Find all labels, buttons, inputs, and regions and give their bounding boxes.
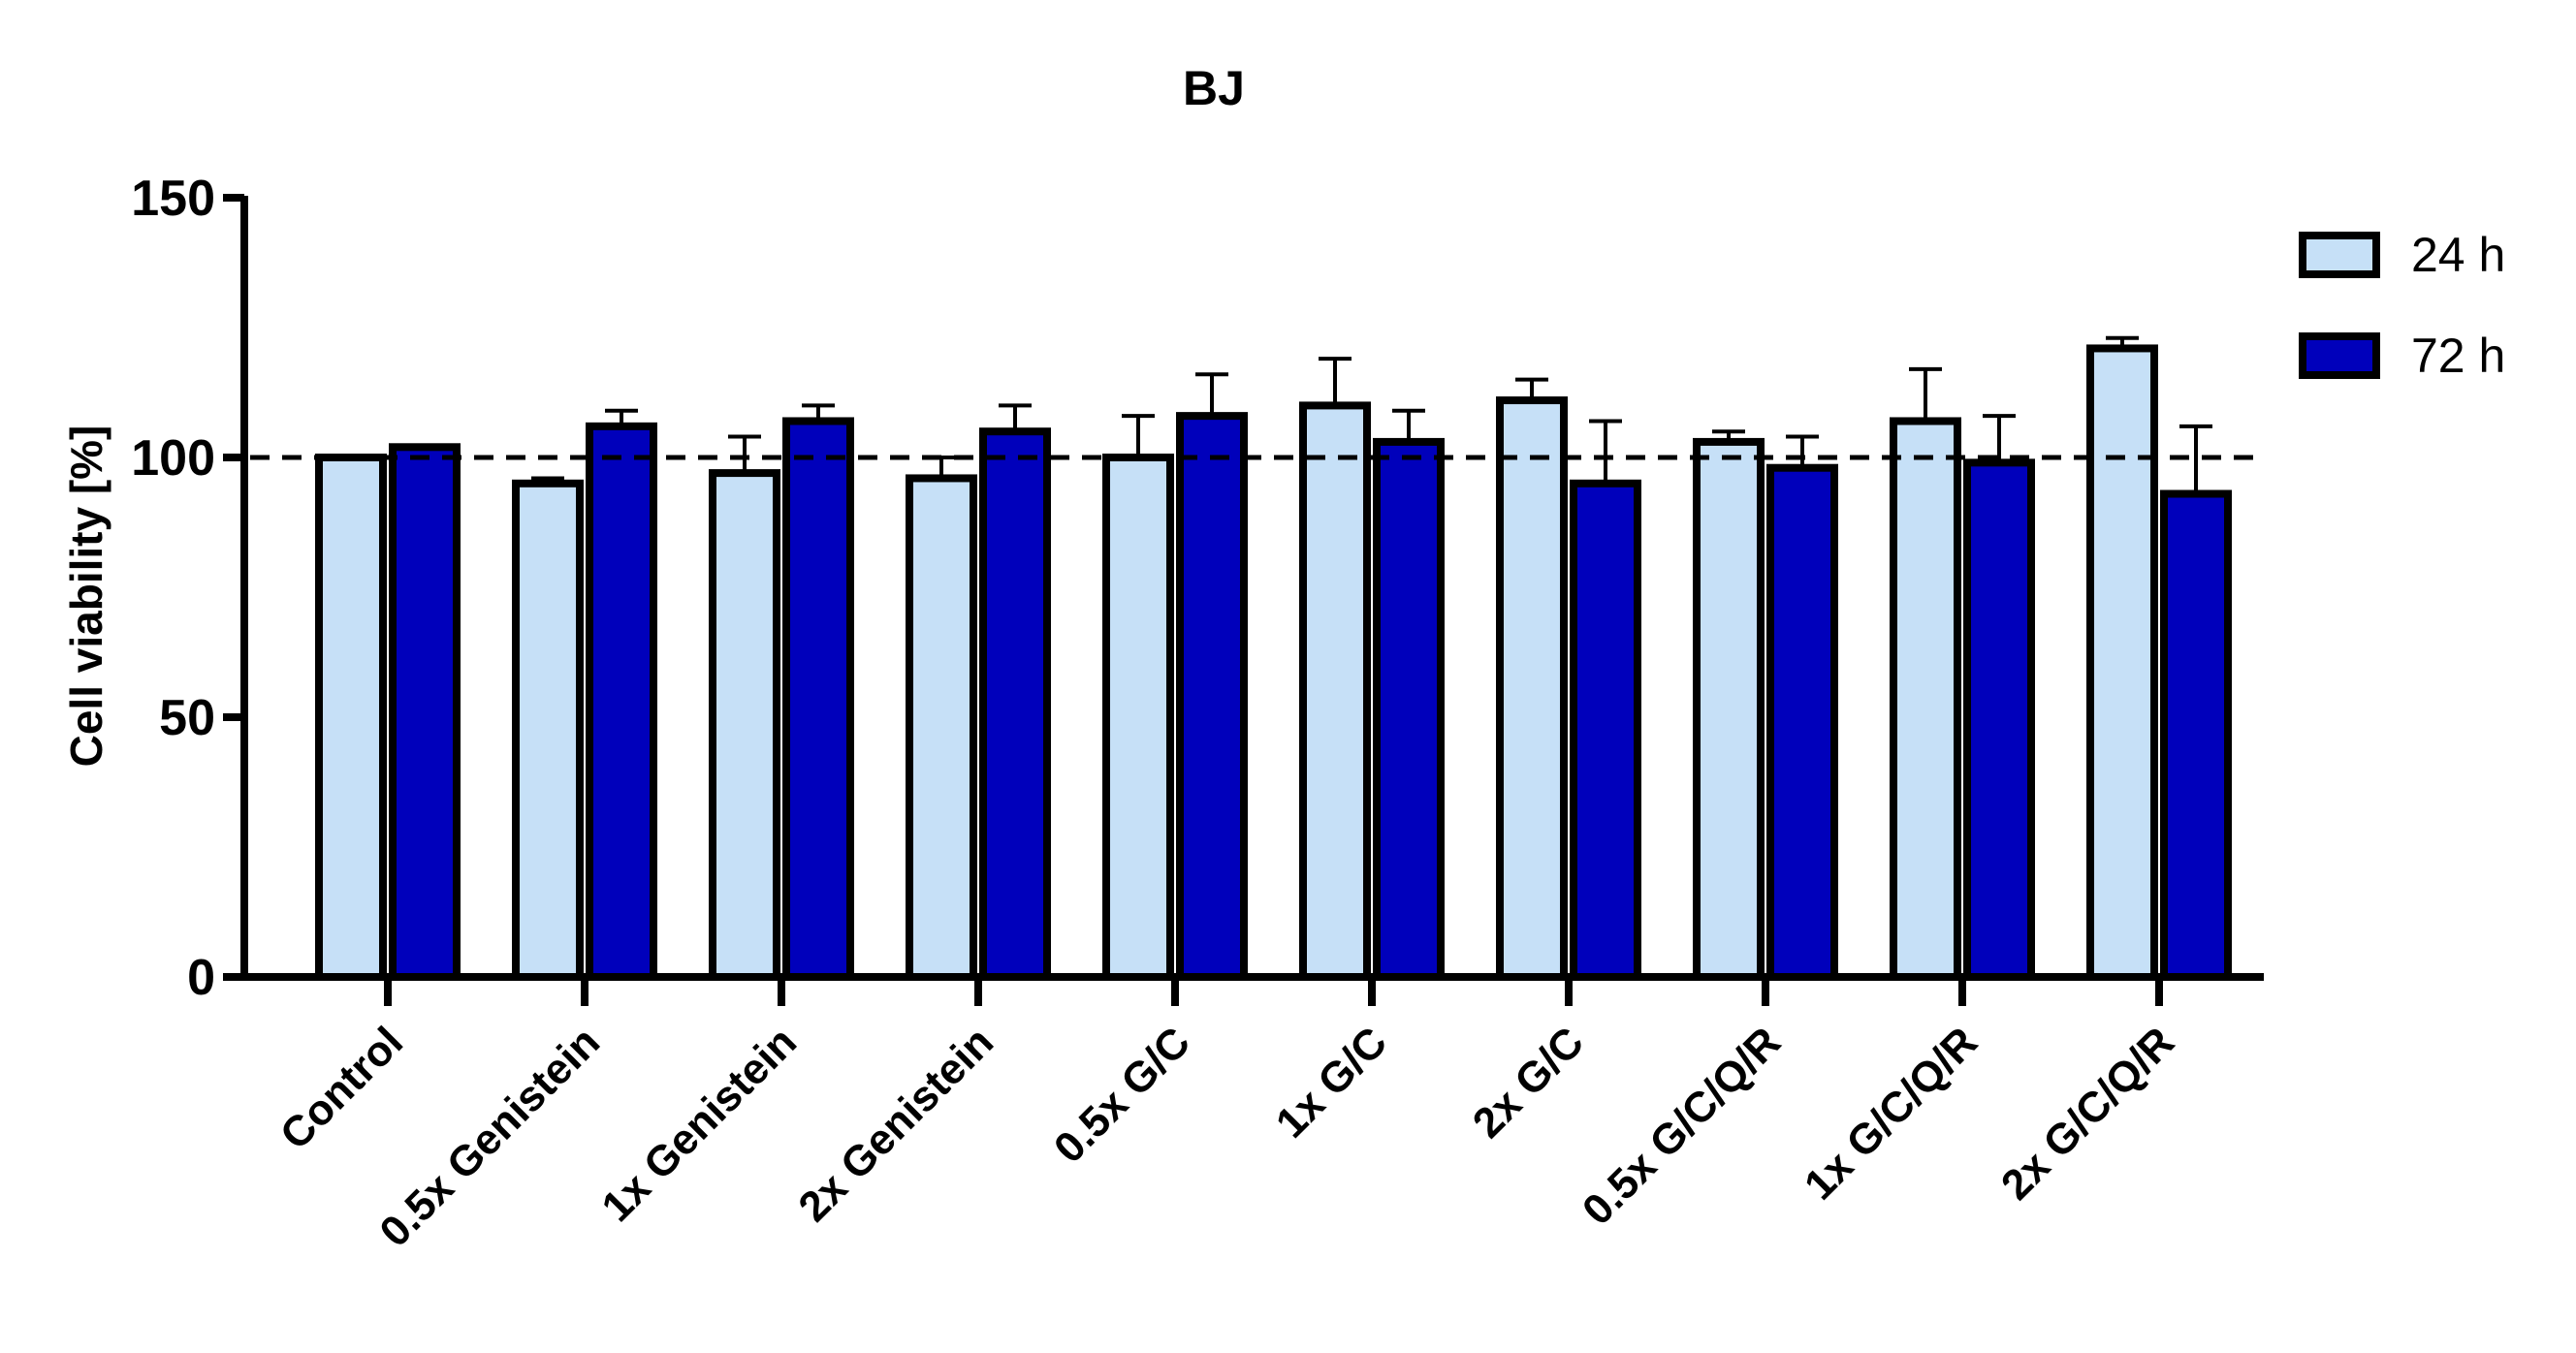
x-tick-label: 1x G/C [1267,1018,1396,1147]
bar [1766,463,1838,982]
bar [1570,479,1641,981]
y-tick-label: 50 [159,690,215,746]
x-tick-label: 2x Genistein [789,1018,1002,1231]
y-tick-label: 100 [131,430,215,487]
y-axis-label: Cell viability [%] [61,425,111,768]
bar [1890,417,1961,982]
bar [709,469,780,981]
legend-swatch [2299,332,2380,379]
bar [1496,396,1568,982]
x-tick-label: 1x G/C/Q/R [1796,1018,1987,1209]
bar [1102,454,1174,981]
bars-layer [315,335,2232,982]
bar [1693,437,1765,982]
bar [2086,344,2158,981]
legend-label: 24 h [2411,228,2505,282]
legend: 24 h 72 h [2299,228,2505,383]
y-tick-label: 150 [131,171,215,227]
bar [906,474,977,981]
bar [2160,489,2232,981]
x-tick-label: Control [271,1018,412,1158]
x-tick-label: 2x G/C [1464,1018,1593,1147]
y-tick-label: 0 [187,950,215,1006]
x-tick-label: 2x G/C/Q/R [1992,1018,2183,1209]
legend-swatch [2299,232,2380,278]
bar [1299,401,1371,981]
legend-label: 72 h [2411,329,2505,383]
bar [1963,458,2035,981]
bar [586,422,657,981]
bar [1176,412,1248,981]
x-tick-label: 0.5x G/C/Q/R [1574,1018,1790,1234]
bar [315,454,387,981]
x-tick-label: 0.5x G/C [1045,1018,1199,1172]
bar [389,443,461,981]
chart-title: BJ [1183,61,1245,115]
bar [782,417,854,982]
bar [979,427,1051,981]
bar [512,479,584,981]
bar [1373,437,1445,982]
x-tick-label: 1x Genistein [592,1018,806,1231]
